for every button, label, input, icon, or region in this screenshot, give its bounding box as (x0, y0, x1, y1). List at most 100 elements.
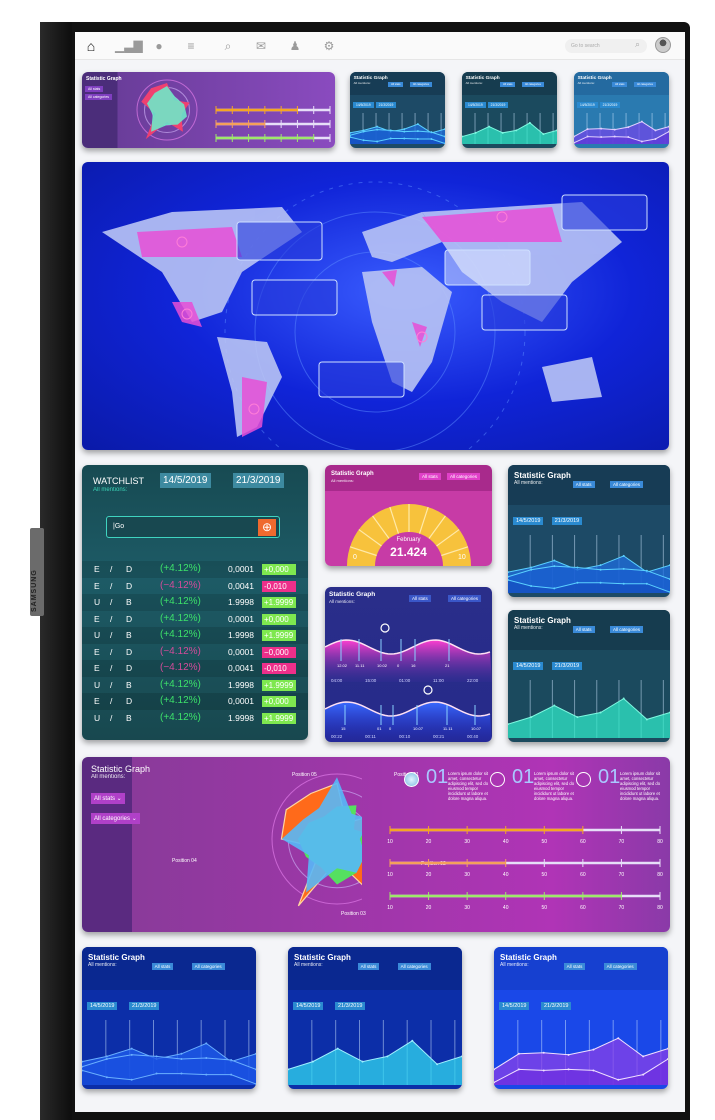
data-point (553, 565, 556, 568)
area-chart (462, 113, 557, 144)
stats-dropdown[interactable]: All stats (612, 81, 628, 87)
date-chip-start[interactable]: 14/5/2019 (160, 473, 211, 488)
radar-chart (271, 773, 362, 907)
series-line (462, 122, 557, 138)
categories-dropdown[interactable]: All categories (409, 81, 432, 87)
watchlist-row[interactable]: U / B (+4.12%) 1.9998 +1.9999 (82, 677, 308, 694)
watchlist-row[interactable]: U / B (+4.12%) 1.9998 +1.9999 (82, 710, 308, 727)
data-point (556, 129, 557, 132)
card-subtitle: All mentions: (91, 774, 126, 780)
europe (362, 212, 442, 262)
stats-dropdown[interactable]: All stats (572, 481, 595, 488)
categories-dropdown[interactable]: All categories (447, 473, 481, 480)
date-chip-start[interactable]: 14/5/2019 (513, 517, 544, 525)
slider-tick-label: 50 (542, 839, 548, 845)
card-title: Statistic Graph (329, 591, 376, 598)
watchlist-row[interactable]: E / D (−4.12%) 0,0041 -0,010 (82, 578, 308, 595)
radar-item-radio[interactable] (490, 772, 505, 787)
date-chip-start[interactable]: 14/5/2019 (353, 102, 374, 109)
rate-value: 0,0001 (228, 564, 254, 574)
stats-dropdown[interactable]: All stats (563, 963, 586, 970)
stats-dropdown[interactable]: All stats (85, 86, 104, 92)
tasks-icon[interactable]: ≡ (187, 39, 195, 53)
mail-icon[interactable]: ✉ (255, 39, 267, 53)
date-chip-end[interactable]: 21/3/2019 (599, 102, 621, 109)
date-chip-end[interactable]: 21/3/2019 (334, 1002, 366, 1010)
radar-label: Position 03 (341, 911, 366, 917)
card-title: Statistic Graph (91, 764, 151, 774)
data-point (255, 1082, 256, 1085)
stats-dropdown[interactable]: All stats ⌄ (91, 793, 125, 804)
date-chip-end[interactable]: 21/3/2019 (128, 1002, 160, 1010)
search-input[interactable]: Go to search (565, 39, 647, 53)
categories-dropdown[interactable]: All categories (633, 81, 656, 87)
wave-label: 15 (341, 726, 346, 731)
categories-dropdown[interactable]: All categories (610, 626, 644, 633)
date-chip-start[interactable]: 14/5/2019 (513, 662, 544, 670)
date-chip-end[interactable]: 21/3/2019 (551, 517, 583, 525)
home-icon[interactable]: ⌂ (86, 38, 96, 54)
slider-tick-label: 30 (464, 872, 470, 878)
radar-sliders[interactable]: 10 20 30 40 50 60 70 80 10 20 30 40 50 60 70 80 10 20 30 40… (382, 822, 667, 927)
radar-item-radio[interactable] (404, 772, 419, 787)
data-point (444, 128, 445, 131)
date-chip-end[interactable]: 21/3/2019 (375, 102, 397, 109)
date-chip-end[interactable]: 21/3/2019 (487, 102, 509, 109)
data-point (567, 1068, 570, 1071)
chat-icon[interactable]: ● (155, 39, 163, 53)
data-point (474, 131, 477, 134)
categories-dropdown[interactable]: All categories (603, 963, 637, 970)
area-chart (508, 680, 670, 738)
gear-icon[interactable]: ⚙ (323, 39, 335, 53)
stats-dropdown[interactable]: All stats (409, 595, 431, 602)
date-chip-start[interactable]: 14/5/2019 (577, 102, 598, 109)
card-title: Statistic Graph (500, 953, 557, 962)
stats-dropdown[interactable]: All stats (572, 626, 595, 633)
pair-sep: / (110, 712, 113, 723)
avatar[interactable] (655, 37, 671, 53)
categories-dropdown[interactable]: All categories (85, 94, 113, 100)
watchlist-row[interactable]: U / B (+4.12%) 1.9998 +1.9999 (82, 594, 308, 611)
card-title: Statistic Graph (465, 75, 500, 81)
pair-base: E (94, 696, 100, 706)
date-chip-end[interactable]: 21/3/2019 (233, 473, 284, 488)
stats-dropdown[interactable]: All stats (500, 81, 516, 87)
data-point (617, 1037, 620, 1040)
pair-quote: B (126, 712, 132, 723)
categories-dropdown[interactable]: All categories (521, 81, 544, 87)
watchlist-row[interactable]: E / D (−4.12%) 0,0001 −0,000 (82, 644, 308, 661)
date-chip-start[interactable]: 14/5/2019 (499, 1002, 530, 1010)
globe-icon[interactable]: ⊕ (258, 519, 276, 536)
bar-chart-icon[interactable]: ▁▃▇ (115, 39, 143, 53)
watchlist-row[interactable]: E / D (+4.12%) 0,0001 +0,000 (82, 611, 308, 628)
categories-dropdown[interactable]: All categories (191, 963, 225, 970)
delta-badge: +1.9999 (262, 630, 296, 641)
stats-dropdown[interactable]: All stats (419, 473, 441, 480)
watchlist-panel: WATCHLIST All mentions: 14/5/2019 21/3/2… (82, 465, 308, 740)
watchlist-row[interactable]: U / B (+4.12%) 1.9998 +1.9999 (82, 627, 308, 644)
categories-dropdown[interactable]: All categories (448, 595, 482, 602)
date-chip-end[interactable]: 21/3/2019 (540, 1002, 572, 1010)
stats-dropdown[interactable]: All stats (388, 81, 404, 87)
date-chip-start[interactable]: 14/5/2019 (293, 1002, 324, 1010)
watchlist-row[interactable]: E / D (+4.12%) 0,0001 +0,000 (82, 561, 308, 578)
watchlist-row[interactable]: E / D (+4.12%) 0,0001 +0,000 (82, 693, 308, 710)
users-icon[interactable]: ♟ (289, 39, 301, 53)
watchlist-row[interactable]: E / D (−4.12%) 0,0041 -0,010 (82, 660, 308, 677)
stats-dropdown[interactable]: All stats (357, 963, 380, 970)
date-chip-start[interactable]: 14/5/2019 (87, 1002, 118, 1010)
card-title: Statistic Graph (577, 75, 612, 81)
categories-dropdown[interactable]: All categories ⌄ (91, 813, 140, 824)
date-chip-end[interactable]: 21/3/2019 (551, 662, 583, 670)
stats-dropdown[interactable]: All stats (151, 963, 174, 970)
watchlist-input[interactable]: |Go (106, 516, 280, 538)
categories-dropdown[interactable]: All categories (610, 481, 644, 488)
slider-tick-label: 70 (619, 839, 625, 845)
search-icon[interactable]: ⌕ (635, 39, 641, 49)
search-icon[interactable]: ⌕ (224, 39, 232, 53)
pair-quote: D (126, 646, 133, 657)
pair-sep: / (110, 580, 113, 591)
radar-item-radio[interactable] (576, 772, 591, 787)
categories-dropdown[interactable]: All categories (397, 963, 431, 970)
date-chip-start[interactable]: 14/5/2019 (465, 102, 486, 109)
